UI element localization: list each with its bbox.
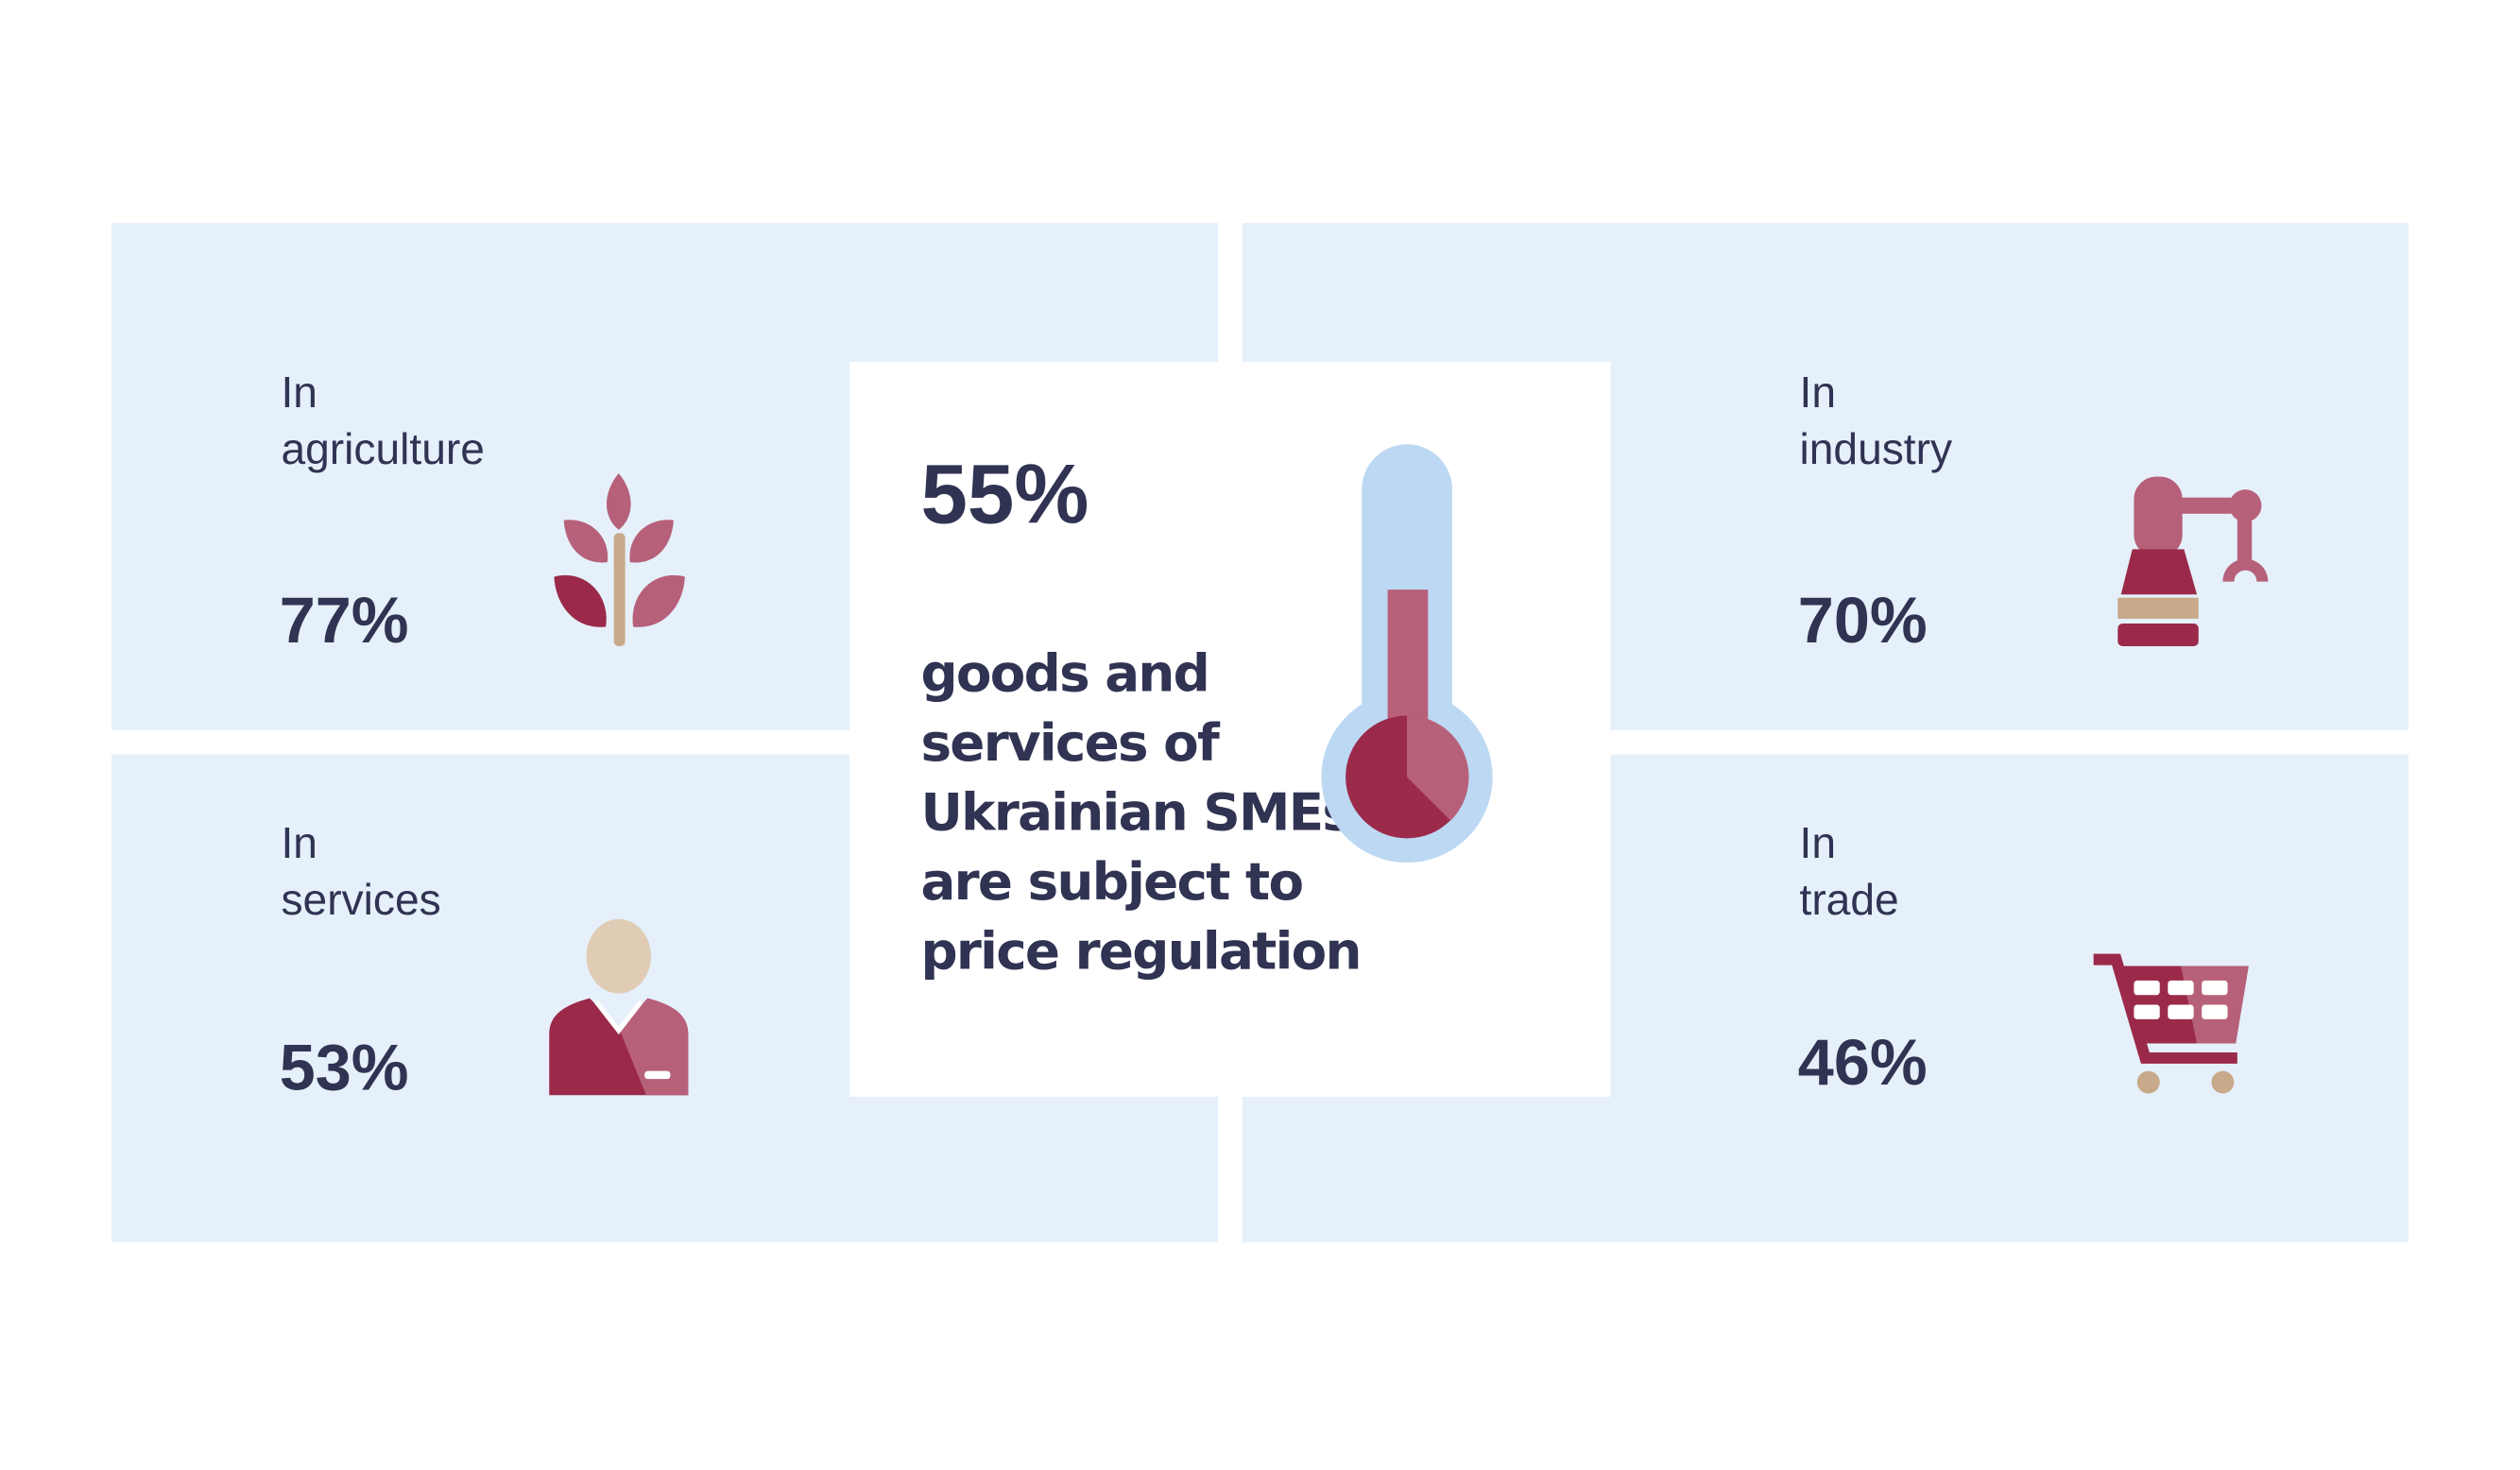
sector-label: In	[1800, 368, 1836, 417]
sector-label: In	[1800, 818, 1836, 867]
headline-text: price regulation	[920, 921, 1360, 982]
sector-value: 70%	[1798, 585, 1928, 657]
sector-label: trade	[1800, 875, 1899, 924]
sector-value: 77%	[280, 585, 409, 657]
sector-label: industry	[1800, 424, 1953, 473]
headline-text: services of	[920, 712, 1221, 773]
sector-label: agriculture	[281, 424, 484, 473]
sector-label: In	[281, 368, 317, 417]
person-icon	[549, 918, 689, 1096]
headline-text: are subject to	[920, 851, 1302, 912]
robot-arm-icon	[2117, 476, 2269, 646]
sector-label: services	[281, 875, 440, 924]
center-box	[849, 362, 1611, 1097]
sector-value: 46%	[1798, 1027, 1928, 1099]
sector-value: 53%	[280, 1032, 409, 1103]
headline-text: Ukrainian SMEs	[920, 782, 1351, 843]
headline-text: goods and	[920, 643, 1209, 704]
thermometer-icon	[1321, 444, 1493, 863]
sector-label: In	[281, 818, 317, 867]
plant-icon	[554, 473, 685, 646]
cart-icon	[2093, 953, 2249, 1094]
headline-value: 55%	[920, 448, 1089, 541]
